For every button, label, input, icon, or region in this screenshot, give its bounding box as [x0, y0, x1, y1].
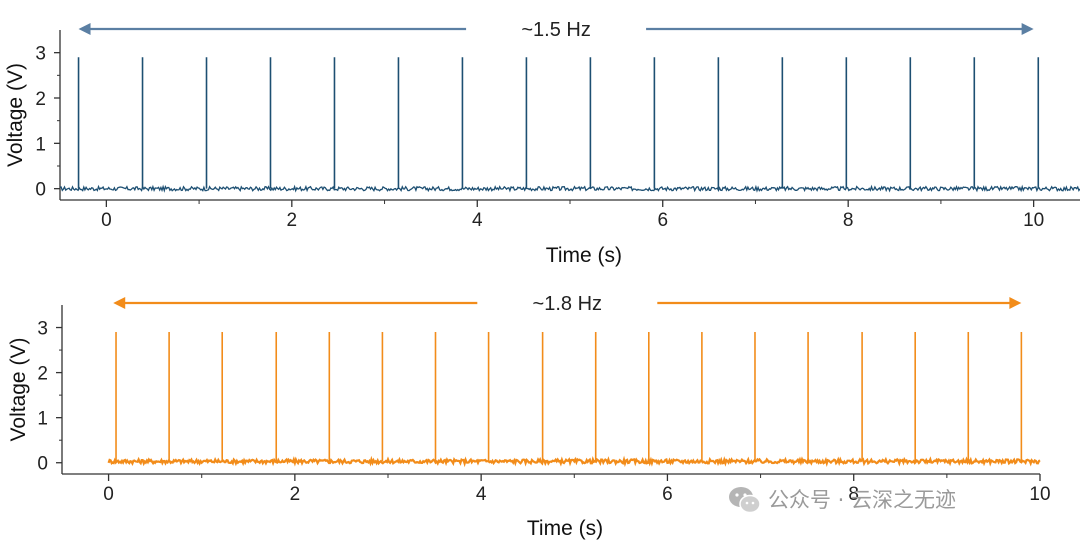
y-tick-label: 1 — [37, 409, 48, 430]
x-tick-label: 8 — [843, 210, 854, 231]
y-axis-title: Voltage (V) — [7, 338, 30, 442]
x-tick-label: 4 — [472, 210, 483, 231]
x-axis-title: Time (s) — [546, 244, 622, 267]
watermark-text: 公众号 · 云深之无迹 — [768, 488, 956, 512]
x-axis-title: Time (s) — [527, 517, 603, 540]
freq-arrow-right-head — [1021, 23, 1034, 35]
y-tick-label: 3 — [37, 319, 48, 340]
x-tick-label: 0 — [101, 210, 112, 231]
y-tick-label: 1 — [35, 134, 46, 155]
y-tick-label: 2 — [35, 89, 46, 110]
x-tick-label: 8 — [848, 484, 859, 505]
y-tick-label: 0 — [37, 454, 48, 475]
y-tick-label: 3 — [35, 44, 46, 65]
x-tick-label: 4 — [476, 484, 487, 505]
y-tick-label: 0 — [35, 180, 46, 201]
wechat-icon — [729, 487, 761, 514]
x-tick-label: 6 — [662, 484, 673, 505]
x-tick-label: 0 — [103, 484, 114, 505]
x-tick-label: 10 — [1023, 210, 1044, 231]
x-tick-label: 2 — [290, 484, 301, 505]
y-axis-title: Voltage (V) — [4, 63, 27, 167]
voltage-chart-1.8hz: 0 1 2 3 0 2 4 6 8 10 Time (s) Voltage (V) ~1.8 Hz — [7, 293, 1051, 540]
signal-baseline-trace — [107, 455, 1041, 468]
x-tick-label: 6 — [657, 210, 668, 231]
frequency-annotation: ~1.5 Hz — [521, 19, 590, 41]
x-tick-label: 10 — [1029, 484, 1050, 505]
voltage-chart-1.5hz: 0 1 2 3 0 2 4 6 8 10 Time (s) Voltage (V) ~1.5 Hz — [4, 19, 1080, 267]
freq-arrow-left-head — [78, 23, 91, 35]
x-tick-label: 2 — [287, 210, 298, 231]
freq-arrow-left-head — [113, 297, 126, 309]
signal-baseline-trace — [59, 184, 1080, 193]
watermark: 公众号 · 云深之无迹 — [729, 487, 956, 514]
y-tick-label: 2 — [37, 364, 48, 385]
frequency-annotation: ~1.8 Hz — [533, 293, 602, 315]
freq-arrow-right-head — [1009, 297, 1022, 309]
